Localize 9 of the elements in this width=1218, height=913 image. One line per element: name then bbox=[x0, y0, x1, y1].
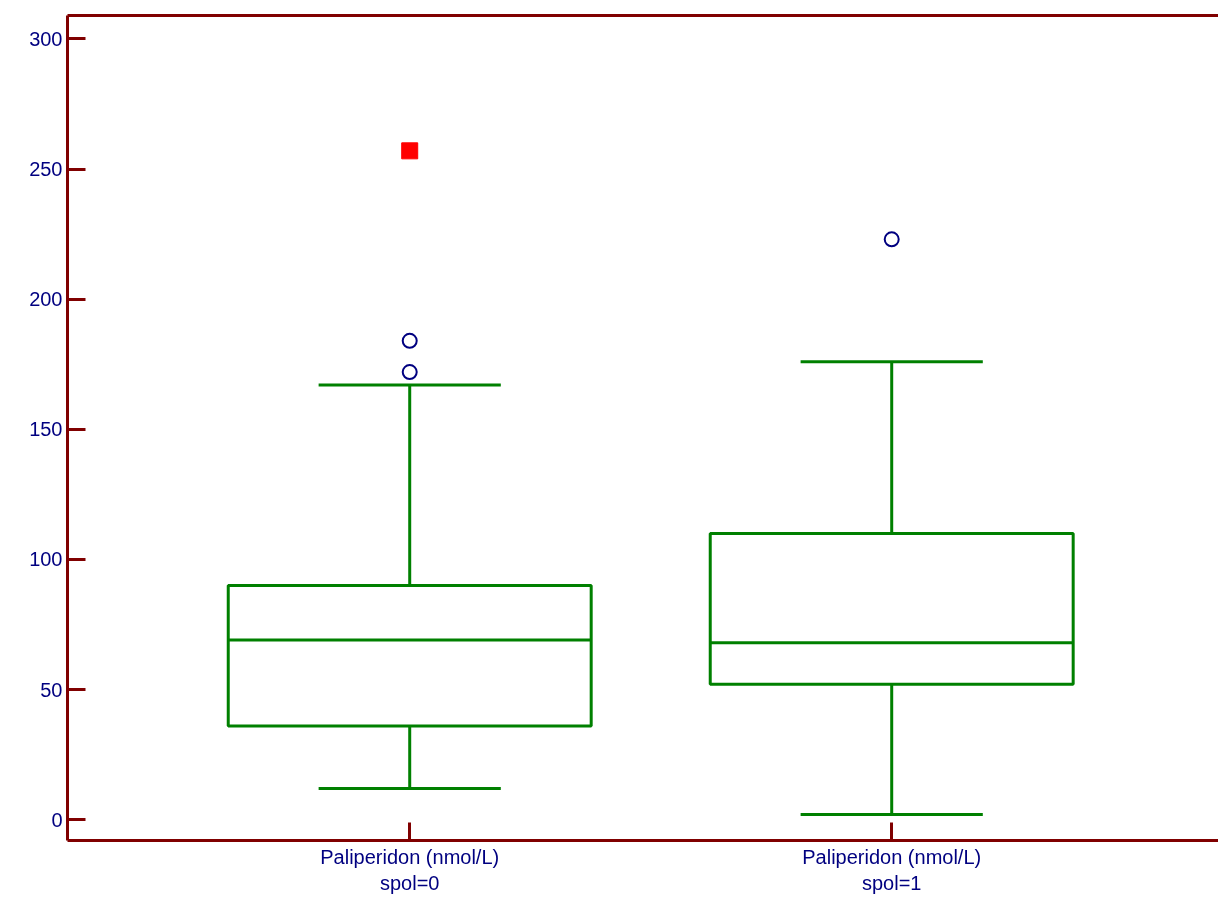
y-tick-label: 0 bbox=[51, 808, 63, 831]
x-tick-label: Paliperidon (nmol/L) spol=0 bbox=[320, 845, 500, 894]
y-tick-label: 200 bbox=[29, 288, 63, 311]
x-tick-label: Paliperidon (nmol/L) spol=1 bbox=[802, 845, 982, 894]
y-tick-label: 250 bbox=[29, 158, 63, 181]
y-tick-label: 50 bbox=[40, 678, 63, 701]
y-tick-label: 100 bbox=[29, 548, 63, 571]
y-tick-label: 300 bbox=[29, 27, 63, 50]
y-tick-label: 150 bbox=[29, 418, 63, 441]
